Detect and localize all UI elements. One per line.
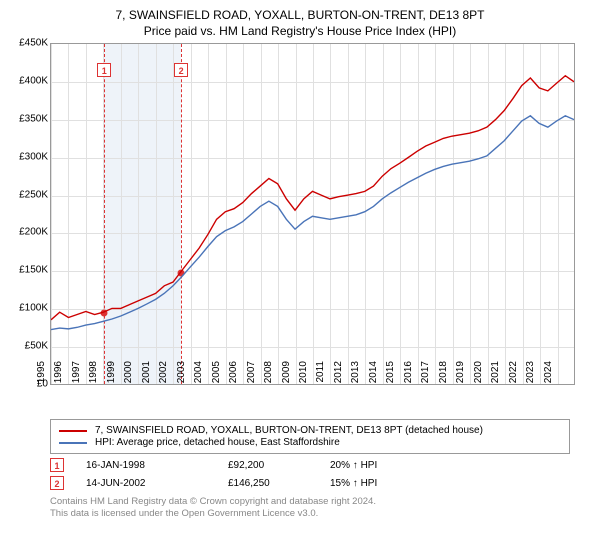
legend-item: 7, SWAINSFIELD ROAD, YOXALL, BURTON-ON-T… xyxy=(59,425,561,436)
x-axis-tick: 2024 xyxy=(543,361,567,389)
legend-swatch xyxy=(59,430,87,432)
footer-line1: Contains HM Land Registry data © Crown c… xyxy=(50,496,590,508)
transaction-marker: 2 xyxy=(50,476,64,490)
price-chart: £0£50K£100K£150K£200K£250K£300K£350K£400… xyxy=(10,43,575,413)
footer-attribution: Contains HM Land Registry data © Crown c… xyxy=(50,496,590,521)
transaction-price: £92,200 xyxy=(228,460,308,471)
legend-label: 7, SWAINSFIELD ROAD, YOXALL, BURTON-ON-T… xyxy=(95,425,483,436)
page-title-line2: Price paid vs. HM Land Registry's House … xyxy=(10,24,590,39)
legend: 7, SWAINSFIELD ROAD, YOXALL, BURTON-ON-T… xyxy=(50,419,570,454)
series-property xyxy=(51,76,574,320)
transaction-row: 1 16-JAN-1998 £92,200 20% ↑ HPI xyxy=(50,458,590,472)
y-axis-tick: £250K xyxy=(10,189,48,200)
y-axis-tick: £150K xyxy=(10,265,48,276)
legend-label: HPI: Average price, detached house, East… xyxy=(95,437,340,448)
transaction-delta: 15% ↑ HPI xyxy=(330,478,377,489)
footer-line2: This data is licensed under the Open Gov… xyxy=(50,508,590,520)
y-axis-tick: £100K xyxy=(10,303,48,314)
series-hpi xyxy=(51,116,574,330)
transaction-date: 16-JAN-1998 xyxy=(86,460,206,471)
y-axis-tick: £300K xyxy=(10,151,48,162)
y-axis-tick: £450K xyxy=(10,38,48,49)
y-axis-tick: £400K xyxy=(10,75,48,86)
chart-lines xyxy=(51,44,574,384)
transaction-price: £146,250 xyxy=(228,478,308,489)
legend-item: HPI: Average price, detached house, East… xyxy=(59,437,561,448)
y-axis-tick: £200K xyxy=(10,227,48,238)
transaction-row: 2 14-JUN-2002 £146,250 15% ↑ HPI xyxy=(50,476,590,490)
legend-swatch xyxy=(59,442,87,444)
transaction-marker: 1 xyxy=(50,458,64,472)
transaction-date: 14-JUN-2002 xyxy=(86,478,206,489)
y-axis-tick: £350K xyxy=(10,113,48,124)
transaction-table: 1 16-JAN-1998 £92,200 20% ↑ HPI 2 14-JUN-2002… xyxy=(50,458,590,490)
page-title-line1: 7, SWAINSFIELD ROAD, YOXALL, BURTON-ON-T… xyxy=(10,8,590,23)
y-axis-tick: £50K xyxy=(10,341,48,352)
transaction-delta: 20% ↑ HPI xyxy=(330,460,377,471)
